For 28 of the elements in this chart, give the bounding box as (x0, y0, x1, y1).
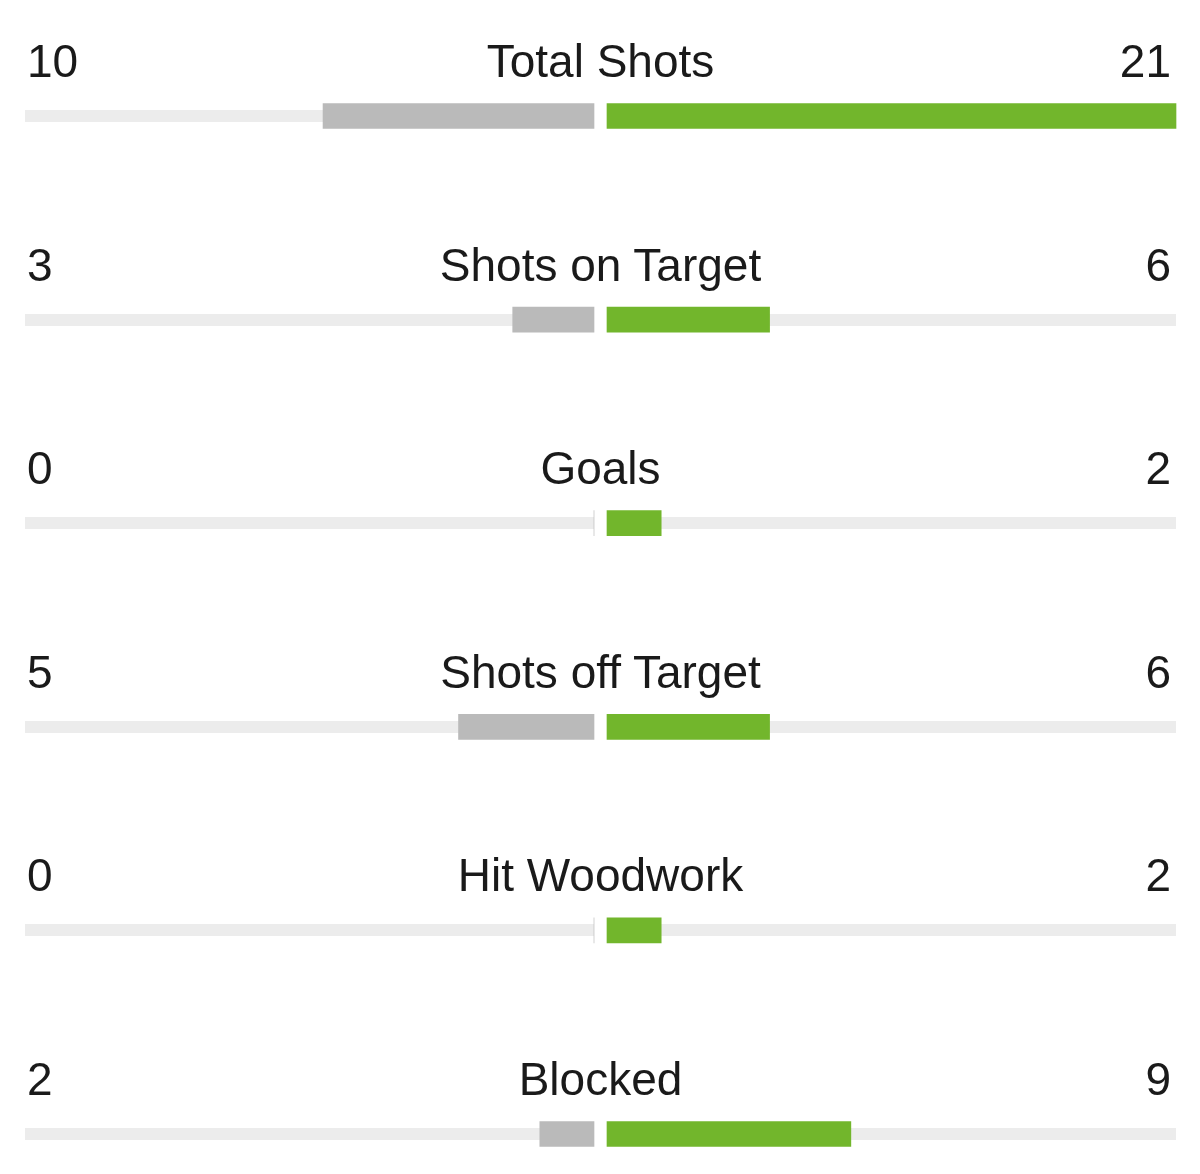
bar (606, 713, 770, 740)
y-tick-label: Blocked (518, 1053, 683, 1105)
y-tick-label: Hit Woodwork (457, 849, 745, 902)
bar (512, 306, 595, 333)
bar (322, 103, 595, 129)
data-label: 3 (27, 238, 53, 291)
bar (458, 713, 595, 740)
data-label: 6 (1145, 238, 1171, 291)
bar (606, 1121, 852, 1147)
y-tick-label: Shots on Target (439, 238, 762, 291)
bar (606, 510, 662, 537)
y-tick-label: Total Shots (486, 35, 715, 87)
data-label: 0 (27, 442, 53, 495)
data-label: 21 (1119, 35, 1171, 87)
data-label: 2 (1145, 442, 1171, 495)
data-label: 0 (27, 849, 53, 902)
bar (606, 103, 1177, 129)
bar (539, 1121, 595, 1147)
data-label: 2 (1145, 849, 1171, 902)
y-tick-label: Goals (540, 442, 661, 495)
data-label: 10 (27, 35, 79, 87)
data-label: 2 (27, 1053, 53, 1105)
y-tick-label: Shots off Target (440, 645, 761, 698)
bar (606, 306, 770, 333)
data-label: 9 (1145, 1053, 1171, 1105)
data-label: 6 (1145, 645, 1171, 698)
bar (606, 917, 662, 944)
data-label: 5 (27, 645, 53, 698)
